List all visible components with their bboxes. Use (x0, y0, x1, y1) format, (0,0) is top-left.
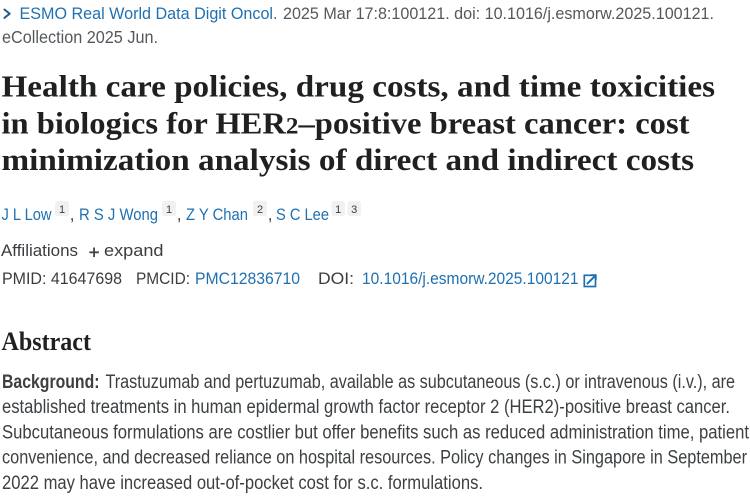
svg-text:Background:: Background: (2, 372, 100, 393)
svg-text:convenience, and decreased rel: convenience, and decreased reliance on h… (2, 448, 748, 469)
svg-text:eCollection 2025 Jun.: eCollection 2025 Jun. (2, 27, 158, 47)
svg-text:Z Y Chan: Z Y Chan (186, 205, 248, 224)
svg-text:Abstract: Abstract (2, 326, 92, 356)
svg-text:1: 1 (335, 204, 341, 216)
svg-text:in biologics for HER2–positive: in biologics for HER 2–positive breast ca… (2, 106, 691, 140)
svg-text:J L Low: J L Low (2, 205, 53, 224)
svg-text:DOI:: DOI: (318, 269, 354, 288)
svg-text:3: 3 (351, 204, 357, 216)
svg-text:1: 1 (166, 204, 172, 216)
svg-text:Trastuzumab and pertuzumab, av: Trastuzumab and pertuzumab, available as… (106, 372, 736, 393)
svg-text:,: , (177, 205, 182, 224)
svg-text:S C Lee: S C Lee (276, 205, 329, 224)
svg-text:,: , (70, 205, 75, 224)
svg-text:R S J Wong: R S J Wong (79, 205, 158, 224)
svg-text:,: , (268, 205, 273, 224)
svg-text:Health care policies, drug cos: Health care policies, drug costs, and ti… (2, 69, 716, 103)
svg-text:2: 2 (257, 204, 263, 216)
svg-text:PMC12836710: PMC12836710 (195, 269, 300, 288)
svg-text:established treatments in huma: established treatments in human epiderma… (2, 397, 730, 418)
svg-text:PMID: 41647698: PMID: 41647698 (2, 269, 122, 288)
svg-text:1: 1 (59, 204, 65, 216)
svg-text:minimization analysis of direc: minimization analysis of direct and indi… (2, 143, 695, 177)
svg-text:2022 may have increased out-of: 2022 may have increased out-of-pocket co… (2, 473, 483, 494)
svg-text:Subcutaneous formulations are: Subcutaneous formulations are costlier b… (2, 422, 750, 443)
svg-text:Affiliations: Affiliations (1, 241, 78, 260)
svg-text:2025 Mar 17:8:100121. doi: 10.: 2025 Mar 17:8:100121. doi: 10.1016/j.esm… (283, 5, 714, 23)
svg-text:10.1016/j.esmorw.2025.100121: 10.1016/j.esmorw.2025.100121 (362, 269, 579, 288)
svg-text:expand: expand (104, 241, 164, 260)
svg-text:PMCID:: PMCID: (136, 269, 190, 288)
svg-text:ESMO Real World Data Digit Onc: ESMO Real World Data Digit Oncol. (20, 5, 278, 23)
